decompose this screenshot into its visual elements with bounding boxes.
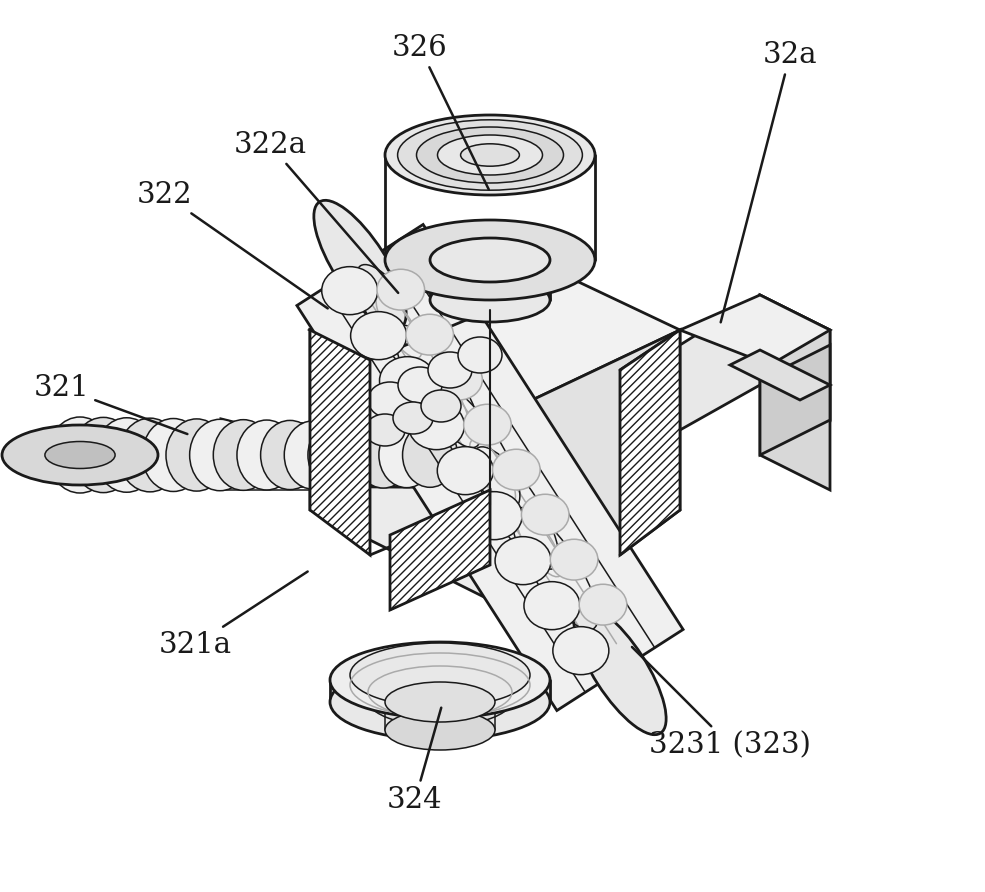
Polygon shape — [680, 295, 830, 365]
Ellipse shape — [330, 664, 550, 740]
Text: 32a: 32a — [721, 41, 818, 322]
Ellipse shape — [118, 418, 181, 491]
Ellipse shape — [434, 359, 483, 400]
Ellipse shape — [428, 352, 472, 388]
Polygon shape — [310, 330, 490, 600]
Ellipse shape — [237, 420, 296, 490]
Ellipse shape — [398, 367, 442, 403]
Polygon shape — [310, 240, 680, 420]
Ellipse shape — [47, 417, 112, 493]
Polygon shape — [680, 295, 830, 430]
Text: 321: 321 — [34, 374, 187, 434]
Ellipse shape — [492, 450, 540, 490]
Ellipse shape — [365, 414, 405, 446]
Ellipse shape — [379, 422, 434, 488]
Ellipse shape — [574, 606, 666, 735]
Ellipse shape — [190, 419, 250, 491]
Ellipse shape — [261, 420, 319, 490]
Polygon shape — [310, 330, 370, 555]
Ellipse shape — [458, 337, 502, 373]
Polygon shape — [296, 225, 684, 711]
Text: 321a: 321a — [159, 572, 307, 659]
Ellipse shape — [385, 682, 495, 722]
Ellipse shape — [322, 267, 377, 315]
Ellipse shape — [398, 120, 582, 190]
Ellipse shape — [71, 417, 135, 492]
Ellipse shape — [385, 115, 595, 195]
Ellipse shape — [406, 314, 453, 355]
Ellipse shape — [551, 540, 598, 580]
Ellipse shape — [356, 422, 412, 488]
Ellipse shape — [166, 419, 228, 491]
Polygon shape — [760, 295, 830, 490]
Ellipse shape — [314, 201, 406, 330]
Ellipse shape — [437, 135, 543, 175]
Ellipse shape — [330, 642, 550, 718]
Ellipse shape — [368, 382, 412, 418]
Ellipse shape — [524, 582, 580, 630]
Ellipse shape — [437, 447, 493, 495]
Ellipse shape — [2, 425, 158, 485]
Ellipse shape — [393, 402, 433, 434]
Ellipse shape — [409, 401, 464, 450]
Ellipse shape — [421, 390, 461, 422]
Text: 322: 322 — [137, 181, 328, 309]
Ellipse shape — [430, 278, 550, 322]
Ellipse shape — [417, 127, 563, 183]
Ellipse shape — [332, 422, 388, 489]
Ellipse shape — [385, 710, 495, 750]
Text: 326: 326 — [392, 34, 489, 189]
Ellipse shape — [142, 418, 204, 491]
Ellipse shape — [95, 417, 159, 492]
Ellipse shape — [377, 269, 425, 310]
Ellipse shape — [351, 311, 407, 359]
Ellipse shape — [553, 627, 609, 674]
Ellipse shape — [495, 537, 551, 584]
Ellipse shape — [45, 442, 115, 468]
Ellipse shape — [579, 584, 626, 625]
Polygon shape — [760, 345, 830, 455]
Ellipse shape — [214, 419, 274, 491]
Ellipse shape — [308, 421, 365, 489]
Ellipse shape — [430, 238, 550, 282]
Polygon shape — [730, 350, 830, 400]
Polygon shape — [620, 330, 680, 555]
Ellipse shape — [350, 643, 530, 707]
Ellipse shape — [403, 423, 457, 487]
Ellipse shape — [464, 404, 511, 445]
Ellipse shape — [466, 491, 522, 540]
Text: 3231 (323): 3231 (323) — [632, 647, 811, 759]
Ellipse shape — [379, 357, 435, 405]
Text: 322a: 322a — [233, 131, 398, 293]
Ellipse shape — [385, 220, 595, 300]
Polygon shape — [390, 490, 490, 610]
Ellipse shape — [521, 494, 569, 535]
Text: 324: 324 — [387, 707, 443, 814]
Ellipse shape — [285, 421, 343, 489]
Ellipse shape — [461, 144, 519, 166]
Polygon shape — [490, 330, 680, 600]
Ellipse shape — [368, 674, 512, 726]
